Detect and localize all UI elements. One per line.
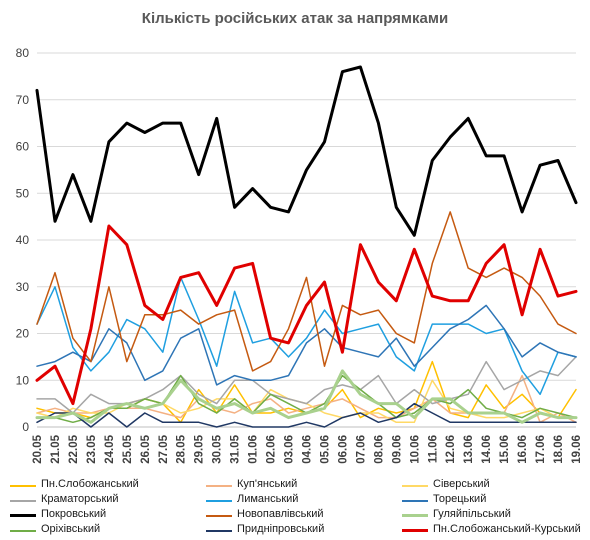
y-tick-label: 40 xyxy=(16,233,30,247)
x-tick-label: 14.06 xyxy=(481,435,493,464)
series-line-3 xyxy=(36,379,577,424)
x-tick-label: 31.05 xyxy=(230,434,242,463)
x-tick-label: 06.06 xyxy=(337,435,349,464)
series-line-11 xyxy=(36,402,577,428)
y-tick-label: 50 xyxy=(16,186,30,200)
y-tick-label: 20 xyxy=(16,327,30,341)
x-tick-label: 30.05 xyxy=(212,434,224,463)
x-tick-label: 29.05 xyxy=(194,434,206,463)
legend-label: Торецький xyxy=(433,493,487,505)
series-line-8 xyxy=(36,211,577,372)
legend-label: Куп'янський xyxy=(237,478,298,490)
x-tick-label: 21.05 xyxy=(50,434,62,463)
series-line-5 xyxy=(36,276,577,396)
x-tick-label: 15.06 xyxy=(499,435,511,464)
series-line-9 xyxy=(35,369,578,424)
legend-swatch xyxy=(402,529,428,532)
legend-label: Пн.Слобожанський xyxy=(41,478,139,490)
x-tick-label: 19.06 xyxy=(571,435,583,464)
x-tick-label: 28.05 xyxy=(176,434,188,463)
chart-title: Кількість російських атак за напрямками xyxy=(141,10,449,27)
x-tick-label: 08.06 xyxy=(373,435,385,464)
x-tick-label: 05.06 xyxy=(319,435,331,464)
x-tick-label: 12.06 xyxy=(445,435,457,464)
y-tick-label: 30 xyxy=(16,280,30,294)
legend-label: Гуляйпільський xyxy=(433,508,511,520)
legend-label: Сіверський xyxy=(433,478,490,490)
y-tick-label: 0 xyxy=(22,420,29,434)
legend-label: Лиманський xyxy=(237,493,299,505)
series-line-7 xyxy=(35,65,578,237)
legend-swatch xyxy=(402,500,428,502)
x-tick-label: 01.06 xyxy=(248,435,260,464)
chart-plot-area: 0 10 20 30 40 50 60 70 80 20.05 21.05 22.05 23.05 24.… xyxy=(16,46,583,464)
x-tick-label: 26.05 xyxy=(140,434,152,463)
x-tick-label: 17.06 xyxy=(535,435,547,464)
legend-swatch xyxy=(10,485,36,487)
x-tick-label: 04.06 xyxy=(302,435,314,464)
legend-swatch xyxy=(206,530,232,532)
series-line-12 xyxy=(35,224,578,406)
x-tick-label: 27.05 xyxy=(158,434,170,463)
series-line-6 xyxy=(36,304,577,386)
legend-swatch xyxy=(402,514,428,517)
y-tick-label: 70 xyxy=(16,93,30,107)
legend-label: Новопавлівський xyxy=(237,508,324,520)
x-tick-label: 07.06 xyxy=(355,435,367,464)
legend-swatch xyxy=(206,515,232,517)
legend-swatch xyxy=(402,485,428,487)
x-tick-label: 22.05 xyxy=(68,434,80,463)
x-tick-label: 25.05 xyxy=(122,434,134,463)
x-tick-label: 02.06 xyxy=(266,435,278,464)
legend-label: Краматорський xyxy=(41,493,119,505)
legend-label: Покровський xyxy=(41,508,107,520)
legend-label: Пн.Слобожанський-Курський xyxy=(433,523,581,535)
legend-swatch xyxy=(10,530,36,532)
x-tick-label: 03.06 xyxy=(284,435,296,464)
x-tick-label: 16.06 xyxy=(517,435,529,464)
series-line-10 xyxy=(36,374,577,424)
x-tick-label: 11.06 xyxy=(427,435,439,463)
y-tick-label: 80 xyxy=(16,46,30,60)
y-tick-label: 10 xyxy=(16,373,30,387)
x-tick-label: 20.05 xyxy=(32,434,44,463)
legend-swatch xyxy=(10,500,36,502)
x-tick-label: 23.05 xyxy=(86,434,98,463)
x-tick-label: 13.06 xyxy=(463,435,475,464)
legend-swatch xyxy=(206,485,232,487)
legend-swatch xyxy=(206,500,232,502)
x-tick-label: 24.05 xyxy=(104,434,116,463)
legend-label: Придніпровський xyxy=(237,523,325,535)
x-tick-label: 10.06 xyxy=(409,435,421,464)
y-tick-label: 60 xyxy=(16,140,30,154)
legend-label: Оріхівський xyxy=(41,523,101,535)
legend-swatch xyxy=(10,514,36,517)
series-line-2 xyxy=(36,374,577,424)
x-tick-label: 09.06 xyxy=(391,435,403,464)
x-tick-label: 18.06 xyxy=(553,435,565,464)
